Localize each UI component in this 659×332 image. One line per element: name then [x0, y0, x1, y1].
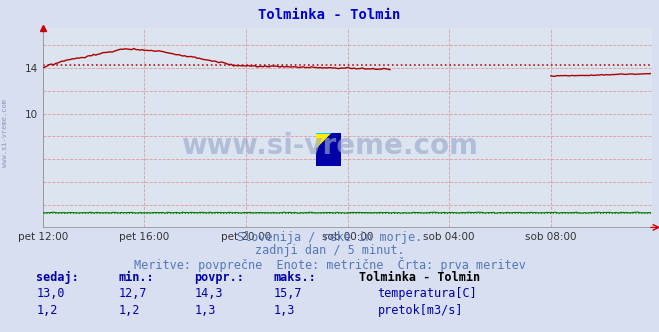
- Text: zadnji dan / 5 minut.: zadnji dan / 5 minut.: [254, 244, 405, 257]
- Text: povpr.:: povpr.:: [194, 271, 244, 284]
- Text: 1,3: 1,3: [194, 304, 215, 317]
- Text: min.:: min.:: [119, 271, 154, 284]
- Text: 14,3: 14,3: [194, 287, 223, 300]
- Polygon shape: [316, 133, 341, 166]
- Text: www.si-vreme.com: www.si-vreme.com: [181, 132, 478, 160]
- Text: www.si-vreme.com: www.si-vreme.com: [2, 99, 9, 167]
- Text: temperatura[C]: temperatura[C]: [378, 287, 477, 300]
- Text: maks.:: maks.:: [273, 271, 316, 284]
- Text: 1,2: 1,2: [36, 304, 57, 317]
- Text: sedaj:: sedaj:: [36, 271, 79, 284]
- Text: Meritve: povprečne  Enote: metrične  Črta: prva meritev: Meritve: povprečne Enote: metrične Črta:…: [134, 257, 525, 272]
- Text: Slovenija / reke in morje.: Slovenija / reke in morje.: [237, 231, 422, 244]
- Polygon shape: [316, 133, 333, 149]
- Text: 12,7: 12,7: [119, 287, 147, 300]
- Polygon shape: [316, 133, 341, 166]
- Text: Tolminka - Tolmin: Tolminka - Tolmin: [258, 8, 401, 22]
- Text: 15,7: 15,7: [273, 287, 302, 300]
- Text: pretok[m3/s]: pretok[m3/s]: [378, 304, 463, 317]
- Text: Tolminka - Tolmin: Tolminka - Tolmin: [359, 271, 480, 284]
- Text: 1,3: 1,3: [273, 304, 295, 317]
- Polygon shape: [316, 133, 341, 166]
- Text: 1,2: 1,2: [119, 304, 140, 317]
- Text: 13,0: 13,0: [36, 287, 65, 300]
